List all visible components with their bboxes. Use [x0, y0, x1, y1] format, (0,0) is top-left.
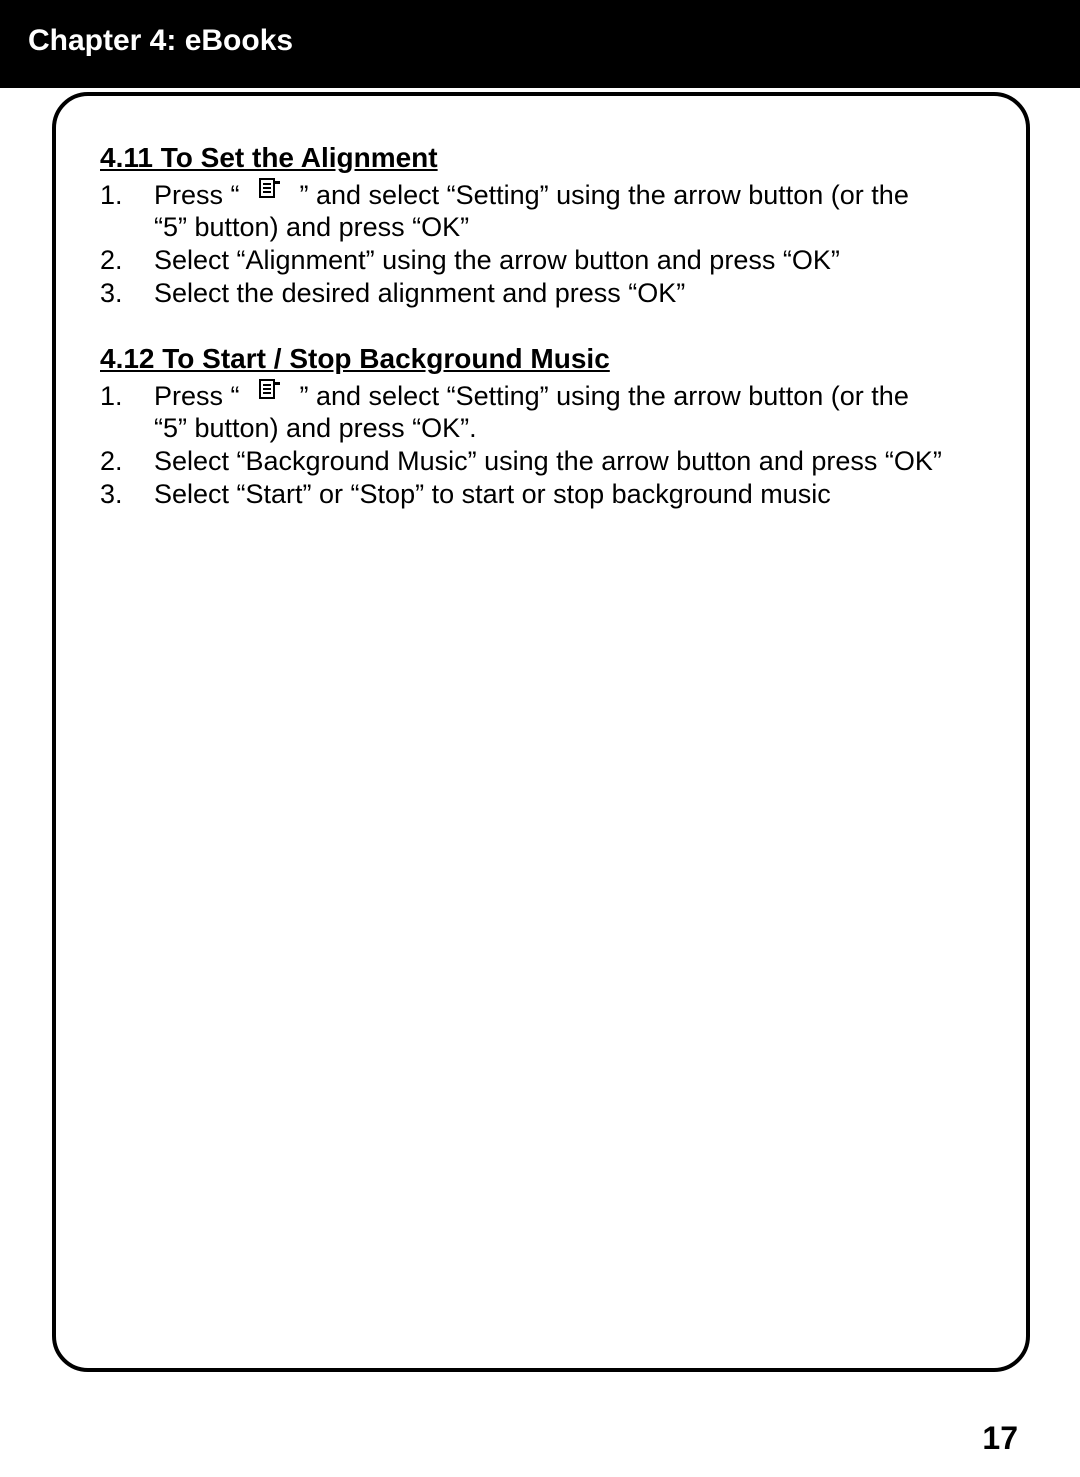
step-text: Select “Start” or “Stop” to start or sto… [154, 479, 831, 509]
chapter-header: Chapter 4: eBooks [0, 0, 1080, 88]
menu-icon [259, 379, 281, 399]
step-text: Select the desired alignment and press “… [154, 278, 685, 308]
section-heading: 4.12 To Start / Stop Background Music [100, 343, 990, 375]
step-item: Select “Background Music” using the arro… [100, 446, 990, 478]
step-post: ” and select “Setting” using the arrow b… [300, 180, 909, 210]
page-number: 17 [982, 1420, 1018, 1457]
section-4-12: 4.12 To Start / Stop Background Music Pr… [100, 343, 990, 510]
content-frame: 4.11 To Set the Alignment Press “ [52, 92, 1030, 1372]
step-item: Select “Start” or “Stop” to start or sto… [100, 479, 990, 511]
step-pre: Press “ [154, 381, 240, 411]
step-text: Press “ ” and select “Setting [154, 381, 909, 411]
section-heading: 4.11 To Set the Alignment [100, 142, 990, 174]
step-item: Press “ ” and select “Setting [100, 180, 990, 244]
step-text: Press “ ” and select “Setting [154, 180, 909, 210]
steps-list: Press “ ” and select “Setting [100, 381, 990, 510]
step-text: Select “Alignment” using the arrow butto… [154, 245, 840, 275]
step-post: ” and select “Setting” using the arrow b… [300, 381, 909, 411]
steps-list: Press “ ” and select “Setting [100, 180, 990, 309]
step-item: Press “ ” and select “Setting [100, 381, 990, 445]
chapter-title: Chapter 4: eBooks [28, 24, 1052, 58]
step-item: Select “Alignment” using the arrow butto… [100, 245, 990, 277]
step-pre: Press “ [154, 180, 240, 210]
manual-page: Chapter 4: eBooks 4.11 To Set the Alignm… [0, 0, 1080, 1477]
section-4-11: 4.11 To Set the Alignment Press “ [100, 142, 990, 309]
step-text: Select “Background Music” using the arro… [154, 446, 942, 476]
menu-icon [259, 178, 281, 198]
step-cont: “5” button) and press “OK”. [154, 413, 990, 445]
step-cont: “5” button) and press “OK” [154, 212, 990, 244]
step-item: Select the desired alignment and press “… [100, 278, 990, 310]
